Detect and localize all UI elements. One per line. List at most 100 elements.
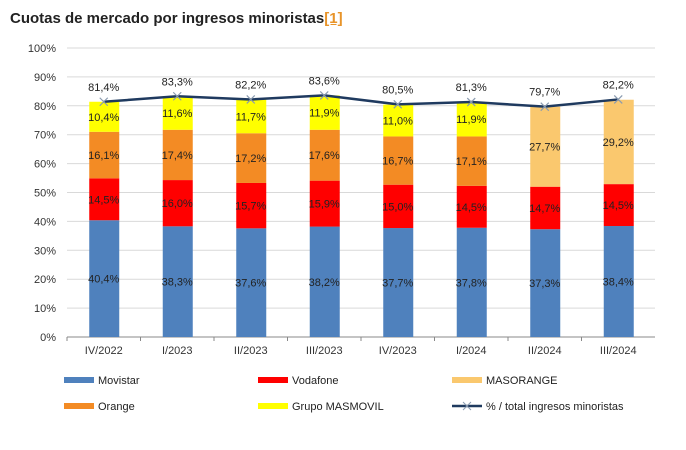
x-tick-label: I/2023 — [162, 345, 193, 357]
data-label: 14,5% — [88, 194, 119, 206]
x-tick-label: III/2023 — [306, 345, 343, 357]
data-label: 11,0% — [383, 116, 414, 128]
legend-swatch — [452, 377, 482, 383]
y-tick-label: 30% — [34, 245, 56, 257]
chart-title: Cuotas de mercado por ingresos minorista… — [10, 10, 343, 27]
data-label: 11,9% — [309, 108, 340, 120]
data-label: 14,7% — [529, 203, 560, 215]
bar-orange — [383, 136, 414, 185]
legend-label: MASORANGE — [486, 375, 558, 387]
bar-movistar — [603, 226, 634, 337]
y-tick-label: 20% — [34, 274, 56, 286]
legend-swatch — [258, 403, 288, 409]
line-data-label: 81,3% — [456, 82, 487, 94]
bar-masorange — [530, 106, 561, 187]
data-label: 15,9% — [309, 199, 340, 211]
x-tick-label: I/2024 — [456, 345, 487, 357]
line-data-label: 82,2% — [603, 79, 634, 91]
data-label: 15,7% — [235, 201, 266, 213]
bar-grupo-masmovil — [89, 101, 120, 132]
bar-movistar — [456, 227, 487, 337]
legend-label: Grupo MASMOVIL — [292, 401, 384, 413]
data-label: 14,5% — [456, 202, 487, 214]
legend-marker — [462, 401, 472, 411]
data-label: 37,3% — [529, 278, 560, 290]
line-total — [103, 94, 619, 108]
bar-vodafone — [309, 180, 340, 227]
legend-label: Orange — [98, 401, 135, 413]
bar-movistar — [383, 228, 414, 337]
line-data-label: 83,3% — [162, 76, 193, 88]
line-marker — [246, 95, 256, 104]
bar-vodafone — [162, 180, 193, 227]
data-label: 11,6% — [162, 108, 193, 120]
data-label: 37,7% — [382, 278, 413, 290]
y-tick-label: 80% — [34, 101, 56, 113]
data-label: 16,0% — [162, 198, 193, 210]
legend-label: Vodafone — [292, 375, 339, 387]
bar-orange — [162, 129, 193, 181]
data-label: 29,2% — [603, 137, 634, 149]
data-label: 17,2% — [235, 153, 266, 165]
bar-grupo-masmovil — [162, 96, 193, 130]
x-tick-label: II/2024 — [528, 345, 562, 357]
bar-masorange — [603, 99, 634, 185]
line-data-label: 80,5% — [382, 84, 413, 96]
title-text: Cuotas de mercado por ingresos minorista… — [10, 10, 325, 27]
x-tick-label: IV/2022 — [85, 345, 123, 357]
data-label: 10,4% — [88, 112, 119, 124]
bar-grupo-masmovil — [456, 102, 487, 137]
data-label: 37,8% — [456, 277, 487, 289]
x-tick-label: IV/2023 — [379, 345, 417, 357]
line-marker — [540, 102, 550, 112]
line-data-label: 81,4% — [88, 82, 119, 94]
bar-vodafone — [456, 185, 487, 228]
line-marker — [393, 99, 403, 109]
bar-vodafone — [89, 178, 120, 221]
bar-orange — [456, 136, 487, 186]
data-label: 14,5% — [603, 200, 634, 212]
data-label: 38,3% — [162, 277, 193, 289]
data-label: 40,4% — [88, 274, 119, 286]
data-label: 38,4% — [603, 277, 634, 289]
line-marker — [466, 97, 476, 107]
y-tick-label: 100% — [28, 43, 56, 55]
data-label: 38,2% — [309, 277, 340, 289]
x-tick-label: III/2024 — [600, 345, 637, 357]
bar-vodafone — [603, 184, 634, 227]
line-data-label: 83,6% — [309, 75, 340, 87]
y-tick-label: 0% — [40, 332, 56, 344]
bar-movistar — [530, 229, 561, 337]
data-label: 17,1% — [456, 156, 487, 168]
data-label: 11,7% — [236, 111, 267, 123]
data-label: 16,7% — [382, 156, 413, 168]
legend-label: % / total ingresos minoristas — [486, 401, 624, 413]
line-marker — [99, 97, 109, 107]
line-data-label: 79,7% — [529, 87, 560, 99]
line-marker — [319, 90, 329, 100]
x-tick-label: II/2023 — [234, 345, 268, 357]
data-label: 37,6% — [235, 278, 266, 290]
data-label: 17,6% — [309, 150, 340, 162]
bar-orange — [309, 129, 340, 181]
data-label: 11,9% — [456, 114, 487, 126]
bar-movistar — [309, 226, 340, 337]
legend-label: Movistar — [98, 375, 140, 387]
line-marker — [172, 91, 182, 101]
bar-movistar — [162, 226, 193, 337]
bar-vodafone — [530, 186, 561, 230]
bar-grupo-masmovil — [383, 104, 414, 137]
bar-orange — [236, 133, 267, 183]
reference-link[interactable]: [1] — [324, 10, 343, 27]
line-marker — [613, 95, 623, 104]
y-tick-label: 60% — [34, 159, 56, 171]
bar-movistar — [89, 220, 120, 337]
bar-movistar — [236, 228, 267, 337]
bar-grupo-masmovil — [309, 95, 340, 130]
line-data-label: 82,2% — [235, 79, 266, 91]
bar-vodafone — [236, 182, 267, 229]
legend-swatch — [258, 377, 288, 383]
y-tick-label: 50% — [34, 188, 56, 200]
legend-swatch — [64, 403, 94, 409]
